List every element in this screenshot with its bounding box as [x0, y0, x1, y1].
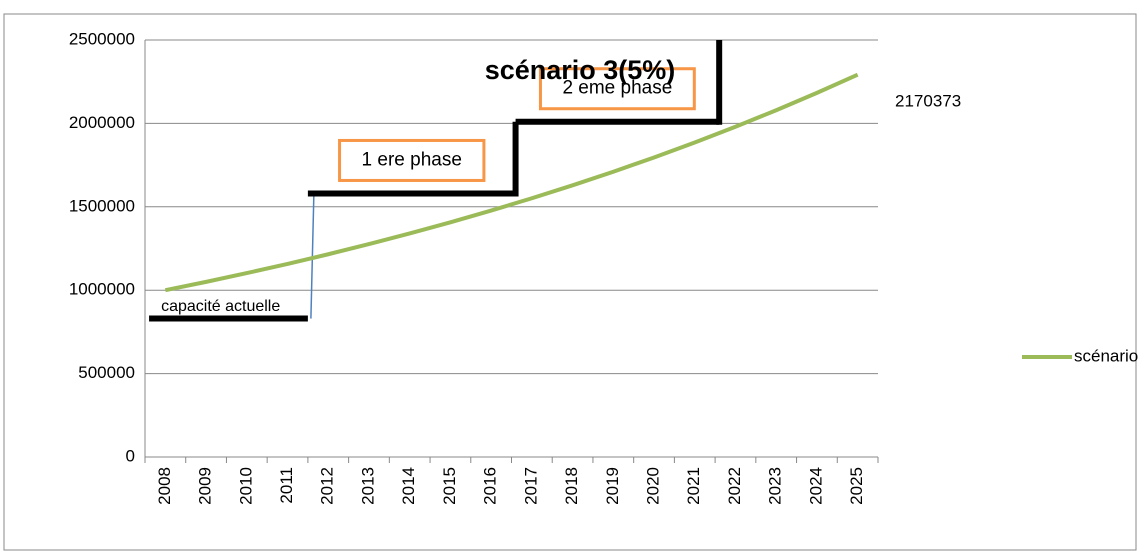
- x-tick-label: 2022: [725, 467, 744, 505]
- y-tick-label: 1500000: [69, 196, 135, 215]
- chart-title: scénario 3(5%): [485, 55, 676, 85]
- step-label: 2 eme phase: [562, 78, 672, 99]
- series-line: [164, 72, 859, 293]
- x-tick-label: 2009: [196, 467, 215, 505]
- x-tick-label: 2021: [684, 467, 703, 505]
- y-tick-label: 0: [126, 446, 135, 465]
- x-tick-label: 2023: [766, 467, 785, 505]
- x-tick-label: 2010: [236, 467, 255, 505]
- x-tick-label: 2008: [155, 467, 174, 505]
- x-tick-label: 2017: [521, 467, 540, 505]
- x-tick-label: 2012: [318, 467, 337, 505]
- label-box: [338, 138, 486, 182]
- annotation: 2170373: [895, 91, 961, 110]
- step-label: 1 ere phase: [362, 149, 462, 170]
- x-tick-label: 2018: [562, 467, 581, 505]
- x-tick-label: 2011: [277, 467, 296, 504]
- chart-frame: [3, 13, 1137, 551]
- x-tick-label: 2025: [847, 467, 866, 505]
- y-tick-label: 2500000: [69, 29, 135, 48]
- y-tick-label: 1000000: [69, 280, 135, 299]
- legend-label: scénario 3(5%): [1074, 346, 1140, 365]
- x-tick-label: 2015: [440, 467, 459, 505]
- step-label: capacité actuelle: [161, 298, 280, 315]
- x-tick-label: 2019: [603, 467, 622, 505]
- x-tick-label: 2020: [644, 467, 663, 505]
- label-box: [538, 67, 696, 111]
- x-tick-label: 2014: [399, 467, 418, 505]
- x-tick-label: 2016: [481, 467, 500, 505]
- x-tick-label: 2024: [806, 467, 825, 505]
- y-tick-label: 2000000: [69, 113, 135, 132]
- x-tick-label: 2013: [358, 467, 377, 505]
- y-tick-label: 500000: [78, 363, 135, 382]
